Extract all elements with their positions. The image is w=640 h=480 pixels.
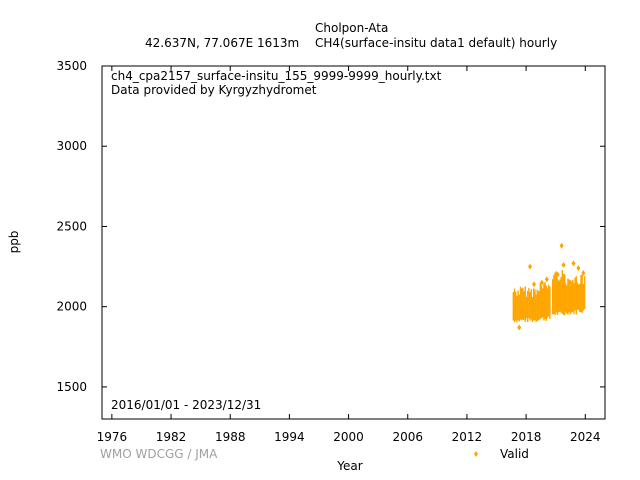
valid-data-point (517, 324, 522, 331)
station-title: Cholpon-Ata (315, 21, 389, 35)
x-tick-label: 2024 (570, 430, 601, 444)
legend-label-valid: Valid (500, 447, 529, 461)
y-axis: 1500 2000 2500 3000 3500 (56, 59, 605, 394)
data-marks (512, 242, 586, 331)
y-tick-label: 1500 (56, 380, 87, 394)
dataset-label: CH4(surface-insitu data1 default) hourly (315, 36, 558, 50)
legend: Valid (474, 447, 529, 461)
provider-annotation: Data provided by Kyrgyzhydromet (111, 83, 317, 97)
x-axis: 1976 1982 1988 1994 2000 2006 2012 2018 2024 (97, 66, 601, 444)
x-tick-label: 2012 (452, 430, 483, 444)
valid-data-point (561, 261, 566, 268)
valid-data-point (544, 276, 549, 283)
y-tick-label: 3000 (56, 139, 87, 153)
date-range-annotation: 2016/01/01 - 2023/12/31 (111, 398, 262, 412)
x-axis-label: Year (336, 459, 362, 473)
valid-data-point (539, 279, 544, 286)
x-tick-label: 1976 (97, 430, 128, 444)
valid-data-point (581, 269, 586, 276)
x-tick-label: 2018 (511, 430, 542, 444)
valid-data-point (531, 281, 536, 288)
credit-label: WMO WDCGG / JMA (100, 447, 218, 461)
valid-data-point (559, 242, 564, 249)
valid-data-point (528, 263, 533, 270)
x-tick-label: 1994 (274, 430, 305, 444)
valid-data-point (576, 265, 581, 272)
legend-marker-valid (474, 451, 478, 457)
location-label: 42.637N, 77.067E 1613m (145, 36, 300, 50)
x-tick-label: 1988 (215, 430, 246, 444)
x-tick-label: 2000 (333, 430, 364, 444)
y-tick-label: 3500 (56, 59, 87, 73)
y-tick-label: 2500 (56, 219, 87, 233)
plot-frame (101, 65, 606, 420)
valid-data-point (568, 279, 573, 286)
y-tick-label: 2000 (56, 300, 87, 314)
valid-data-point (514, 300, 519, 307)
x-tick-label: 1982 (156, 430, 187, 444)
filename-annotation: ch4_cpa2157_surface-insitu_155_9999-9999… (111, 69, 442, 83)
valid-data-point (555, 271, 560, 278)
y-axis-label: ppb (7, 231, 21, 254)
valid-data-point (571, 260, 576, 267)
x-tick-label: 2006 (392, 430, 423, 444)
